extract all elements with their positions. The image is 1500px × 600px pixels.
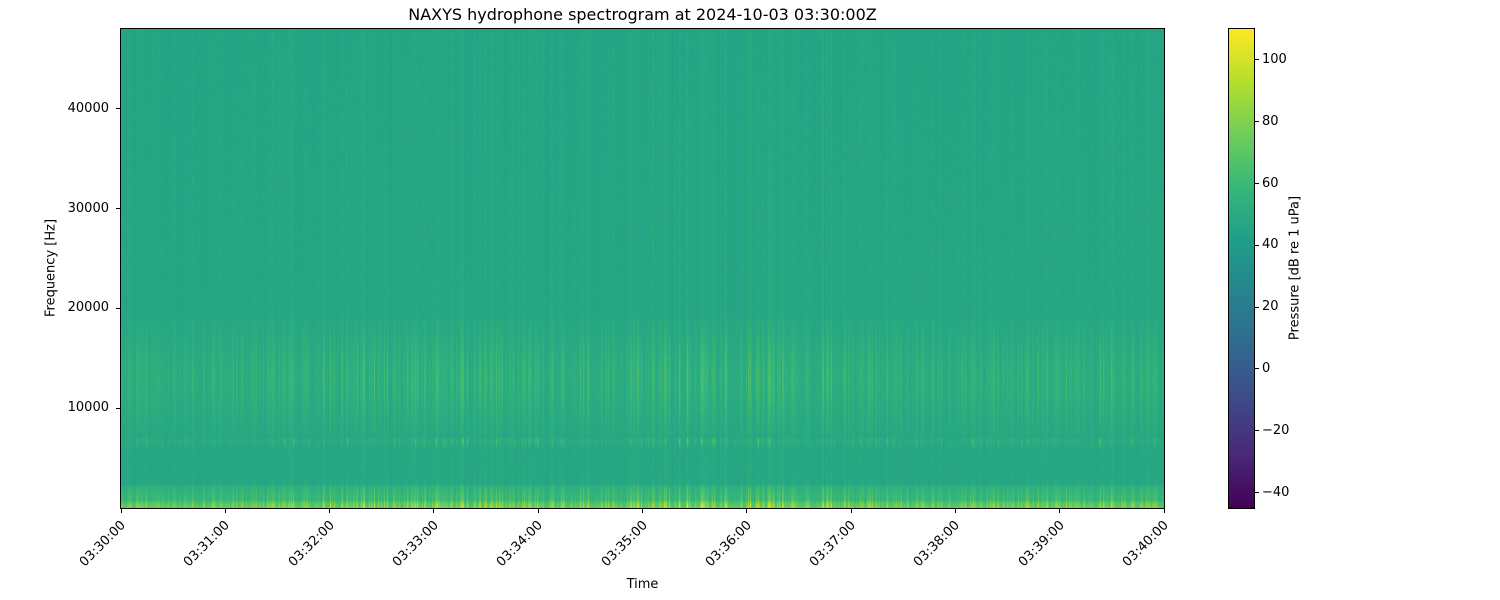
x-tick-mark: [1059, 509, 1061, 513]
chart-title: NAXYS hydrophone spectrogram at 2024-10-…: [408, 5, 877, 24]
x-tick-label: 03:35:00: [598, 518, 651, 570]
x-tick-label: 03:31:00: [181, 518, 234, 570]
y-tick-label: 10000: [67, 400, 109, 416]
x-tick-label: 03:39:00: [1015, 518, 1068, 570]
colorbar-tick-mark: [1255, 368, 1259, 370]
x-tick-mark: [1163, 509, 1165, 513]
x-tick-mark: [224, 509, 226, 513]
colorbar-tick-mark: [1255, 306, 1259, 308]
colorbar-tick-label: 60: [1262, 175, 1279, 191]
x-tick-label: 03:36:00: [702, 518, 755, 570]
plot-area: [120, 28, 1165, 509]
y-tick-label: 30000: [67, 200, 109, 216]
colorbar-tick-label: 100: [1262, 51, 1287, 67]
x-tick-label: 03:38:00: [911, 518, 964, 570]
colorbar-tick-mark: [1255, 121, 1259, 123]
y-tick-label: 20000: [67, 300, 109, 316]
y-tick-mark: [116, 307, 120, 309]
x-tick-label: 03:33:00: [389, 518, 442, 570]
colorbar-tick-mark: [1255, 492, 1259, 494]
x-tick-mark: [120, 509, 122, 513]
y-tick-mark: [116, 108, 120, 110]
colorbar-tick-mark: [1255, 244, 1259, 246]
x-tick-mark: [642, 509, 643, 513]
colorbar-tick-mark: [1255, 183, 1259, 185]
y-tick-label: 40000: [67, 100, 109, 116]
colorbar-tick-mark: [1255, 59, 1259, 61]
x-tick-mark: [329, 509, 331, 513]
colorbar-tick-label: 80: [1262, 113, 1279, 129]
x-tick-mark: [433, 509, 435, 513]
y-tick-mark: [116, 407, 120, 409]
colorbar: [1228, 28, 1255, 509]
colorbar-gradient: [1229, 29, 1254, 508]
x-tick-mark: [537, 509, 539, 513]
colorbar-tick-label: −40: [1262, 484, 1290, 500]
x-tick-mark: [954, 509, 956, 513]
x-tick-label: 03:32:00: [285, 518, 338, 570]
x-tick-mark: [746, 509, 748, 513]
colorbar-label: Pressure [dB re 1 uPa]: [1287, 195, 1303, 341]
colorbar-tick-label: −20: [1262, 422, 1290, 438]
x-tick-label: 03:30:00: [76, 518, 129, 570]
x-axis-label: Time: [626, 577, 659, 592]
x-tick-label: 03:40:00: [1119, 518, 1172, 570]
y-tick-mark: [116, 208, 120, 210]
x-tick-label: 03:37:00: [806, 518, 859, 570]
colorbar-tick-label: 0: [1262, 360, 1271, 376]
spectrogram-canvas: [121, 29, 1164, 508]
x-tick-mark: [850, 509, 852, 513]
colorbar-tick-mark: [1255, 430, 1259, 432]
colorbar-tick-label: 20: [1262, 299, 1279, 315]
colorbar-tick-label: 40: [1262, 237, 1279, 253]
x-tick-label: 03:34:00: [494, 518, 546, 570]
